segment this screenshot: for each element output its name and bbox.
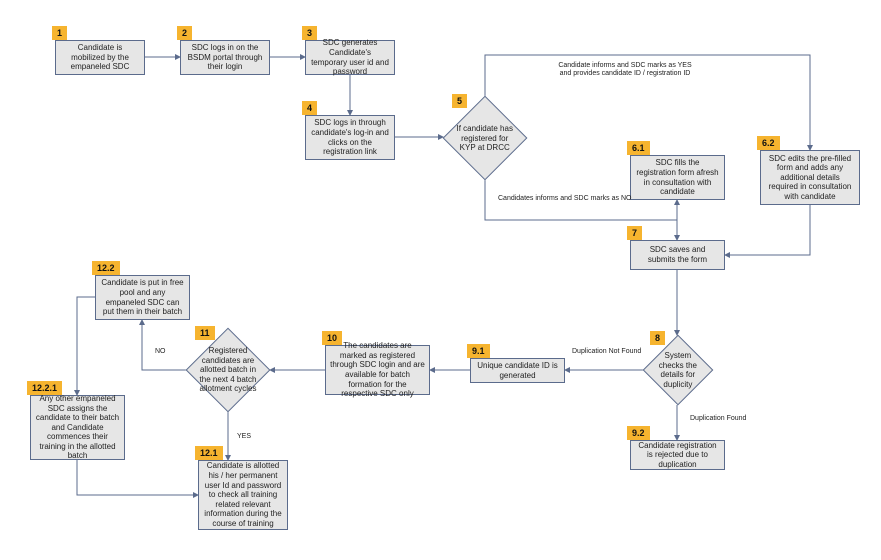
step-tag-4: 4 <box>302 101 317 115</box>
step-7: SDC saves and submits the form <box>630 240 725 270</box>
decision-11: Registered candidates are allotted batch… <box>186 328 271 413</box>
step-12-2: Candidate is put in free pool and any em… <box>95 275 190 320</box>
step-tag-9-1: 9.1 <box>467 344 490 358</box>
edge-label: Duplication Not Found <box>572 348 641 356</box>
step-tag-2: 2 <box>177 26 192 40</box>
edge <box>142 320 186 370</box>
step-12-2.1: Any other empaneled SDC assigns the cand… <box>30 395 125 460</box>
step-6-2: SDC edits the pre-filled form and adds a… <box>760 150 860 205</box>
step-tag-5: 5 <box>452 94 467 108</box>
step-tag-6-1: 6.1 <box>627 141 650 155</box>
step-tag-8: 8 <box>650 331 665 345</box>
step-tag-9-2: 9.2 <box>627 426 650 440</box>
step-9-2: Candidate registration is rejected due t… <box>630 440 725 470</box>
step-tag-7: 7 <box>627 226 642 240</box>
step-tag-12-2: 12.2 <box>92 261 120 275</box>
step-12-1: Candidate is allotted his / her permanen… <box>198 460 288 530</box>
decision-8: System checks the details for duplicity <box>643 335 714 406</box>
edge-label: NO <box>155 348 166 356</box>
step-tag-6-2: 6.2 <box>757 136 780 150</box>
edge-label: Candidates informs and SDC marks as NO <box>498 195 631 203</box>
step-9-1: Unique candidate ID is generated <box>470 358 565 383</box>
edge <box>77 297 95 395</box>
step-6-1: SDC fills the registration form afresh i… <box>630 155 725 200</box>
edge-label: Candidate informs and SDC marks as YES a… <box>555 62 695 79</box>
edge-label: YES <box>237 433 251 441</box>
flowchart-canvas: 1Candidate is mobilized by the empaneled… <box>0 0 881 560</box>
edge <box>77 460 198 495</box>
step-tag-11: 11 <box>195 326 215 340</box>
step-3: SDC generates Candidate's temporary user… <box>305 40 395 75</box>
edge <box>725 205 810 255</box>
step-tag-1: 1 <box>52 26 67 40</box>
step-1: Candidate is mobilized by the empaneled … <box>55 40 145 75</box>
decision-5: If candidate has registered for KYP at D… <box>443 96 528 181</box>
step-2: SDC logs in on the BSDM portal through t… <box>180 40 270 75</box>
edge-label: Duplication Found <box>690 415 746 423</box>
step-10: The candidates are marked as registered … <box>325 345 430 395</box>
step-tag-12-2.1: 12.2.1 <box>27 381 62 395</box>
step-4: SDC logs in through candidate's log-in a… <box>305 115 395 160</box>
step-tag-12-1: 12.1 <box>195 446 223 460</box>
